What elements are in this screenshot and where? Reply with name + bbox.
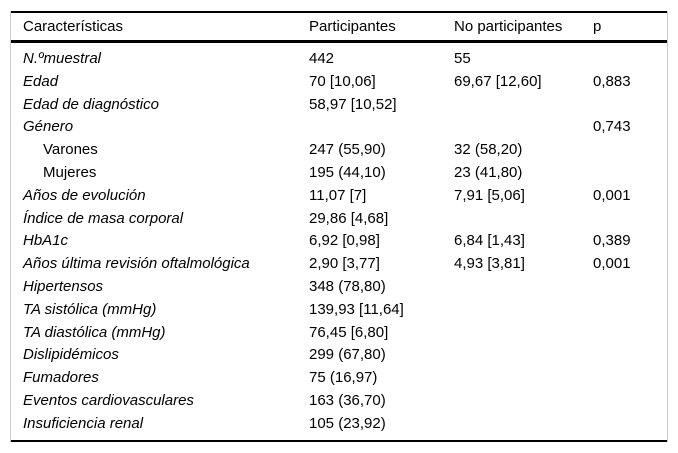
table-row: Índice de masa corporal 29,86 [4,68] — [11, 208, 667, 231]
cell-p — [593, 208, 667, 231]
table-row: Varones 247 (55,90) 32 (58,20) — [11, 139, 667, 162]
cell-no-participantes: 55 — [454, 50, 471, 67]
cell-p — [593, 162, 667, 185]
cell-participantes: 105 (23,92) — [309, 414, 386, 432]
cell-p: 0,389 — [593, 232, 631, 250]
table-row: Años de evolución 11,07 [7] 7,91 [5,06] 0,0… — [11, 185, 667, 208]
row-label: TA sistólica (mmHg) — [23, 300, 157, 318]
cell-participantes: 299 (67,80) — [309, 346, 386, 364]
cell-p — [593, 322, 667, 345]
column-header-caracteristicas: Características — [11, 12, 309, 43]
column-header-participantes: Participantes — [309, 12, 454, 43]
row-label: Insuficiencia renal — [23, 414, 144, 432]
cell-participantes: 11,07 [7] — [309, 186, 367, 204]
cell-participantes: 75 (16,97) — [309, 369, 378, 387]
row-label: Género — [23, 118, 74, 136]
cell-no-participantes — [454, 116, 593, 139]
cell-p: 0,001 — [593, 186, 631, 204]
cell-no-participantes — [454, 367, 593, 390]
row-label: Mujeres — [43, 163, 97, 181]
cell-no-participantes: 32 (58,20) — [454, 141, 523, 159]
cell-no-participantes: 4,93 [3,81] — [454, 255, 525, 273]
table-header-row: Características Participantes No partici… — [11, 12, 667, 43]
cell-p — [593, 139, 667, 162]
table-row: Dislipidémicos 299 (67,80) — [11, 344, 667, 367]
cell-no-participantes — [454, 390, 593, 413]
table-body: N.ºmuestral 442 55 Edad 70 [10,06] 69,67 [12,… — [11, 42, 667, 441]
cell-participantes: 70 [10,06] — [309, 72, 376, 90]
cell-p — [593, 390, 667, 413]
row-label: Hipertensos — [23, 277, 104, 295]
cell-no-participantes — [454, 299, 593, 322]
table-row: Edad de diagnóstico 58,97 [10,52] — [11, 94, 667, 117]
cell-participantes: 58,97 [10,52] — [309, 95, 397, 113]
table-row: TA sistólica (mmHg) 139,93 [11,64] — [11, 299, 667, 322]
cell-p — [593, 276, 667, 299]
cell-p — [593, 299, 667, 322]
cell-participantes: 195 (44,10) — [309, 163, 386, 181]
table-row: Eventos cardiovasculares 163 (36,70) — [11, 390, 667, 413]
cell-participantes: 6,92 [0,98] — [309, 232, 380, 250]
row-label: Edad — [23, 72, 59, 90]
table-row: Insuficiencia renal 105 (23,92) — [11, 413, 667, 441]
row-label: Años última revisión oftalmológica — [23, 255, 250, 273]
table-row: N.ºmuestral 442 55 — [11, 42, 667, 71]
cell-participantes: 76,45 [6,80] — [309, 323, 389, 341]
cell-no-participantes — [454, 208, 593, 231]
row-label: Edad de diagnóstico — [23, 95, 159, 113]
cell-p — [593, 42, 667, 71]
column-header-no-participantes: No participantes — [454, 12, 593, 43]
cell-participantes: 442 — [309, 50, 335, 67]
row-label: Índice de masa corporal — [23, 209, 184, 227]
table-figure-frame: Características Participantes No partici… — [10, 11, 668, 442]
cell-p — [593, 367, 667, 390]
cell-p: 0,743 — [593, 118, 631, 136]
cell-participantes: 29,86 [4,68] — [309, 209, 389, 227]
cell-participantes: 139,93 [11,64] — [309, 300, 404, 318]
characteristics-table: Características Participantes No partici… — [11, 11, 667, 442]
column-header-p: p — [593, 12, 667, 43]
cell-participantes — [309, 116, 454, 139]
cell-participantes: 2,90 [3,77] — [309, 255, 380, 273]
row-label: Eventos cardiovasculares — [23, 391, 194, 409]
row-label: Fumadores — [23, 369, 99, 387]
table-row: Hipertensos 348 (78,80) — [11, 276, 667, 299]
row-label: Años de evolución — [23, 186, 146, 204]
row-label: HbA1c — [23, 232, 69, 250]
cell-p — [593, 344, 667, 367]
table-row: Género 0,743 — [11, 116, 667, 139]
table-row: Fumadores 75 (16,97) — [11, 367, 667, 390]
cell-p — [593, 94, 667, 117]
row-label: Dislipidémicos — [23, 346, 119, 364]
cell-no-participantes: 6,84 [1,43] — [454, 232, 525, 250]
row-label: N.ºmuestral — [23, 50, 101, 67]
cell-no-participantes: 23 (41,80) — [454, 163, 523, 181]
cell-no-participantes — [454, 276, 593, 299]
table-row: Años última revisión oftalmológica 2,90 [… — [11, 253, 667, 276]
cell-no-participantes — [454, 413, 593, 441]
cell-no-participantes: 69,67 [12,60] — [454, 72, 542, 90]
cell-participantes: 247 (55,90) — [309, 141, 386, 159]
cell-no-participantes — [454, 94, 593, 117]
table-row: HbA1c 6,92 [0,98] 6,84 [1,43] 0,389 — [11, 230, 667, 253]
cell-p — [593, 413, 667, 441]
table-row: TA diastólica (mmHg) 76,45 [6,80] — [11, 322, 667, 345]
row-label: Varones — [43, 141, 98, 159]
cell-participantes: 348 (78,80) — [309, 277, 386, 295]
cell-p: 0,001 — [593, 255, 631, 273]
cell-participantes: 163 (36,70) — [309, 391, 386, 409]
row-label: TA diastólica (mmHg) — [23, 323, 166, 341]
cell-no-participantes — [454, 322, 593, 345]
table-row: Mujeres 195 (44,10) 23 (41,80) — [11, 162, 667, 185]
cell-no-participantes — [454, 344, 593, 367]
cell-p: 0,883 — [593, 72, 631, 90]
cell-no-participantes: 7,91 [5,06] — [454, 186, 525, 204]
table-row: Edad 70 [10,06] 69,67 [12,60] 0,883 — [11, 71, 667, 94]
